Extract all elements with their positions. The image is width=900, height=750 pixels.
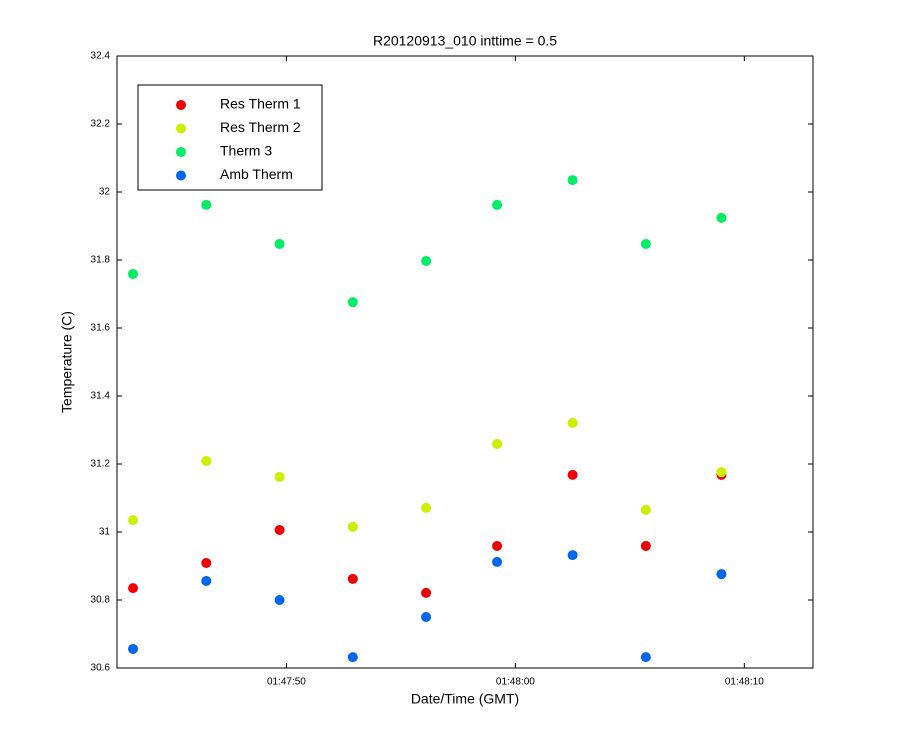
legend-marker	[176, 100, 186, 110]
y-tick-label: 31.2	[91, 459, 111, 470]
data-point	[128, 583, 139, 594]
data-point	[640, 652, 651, 663]
data-point	[128, 268, 139, 279]
y-tick-label: 32.4	[91, 51, 111, 62]
legend-label: Res Therm 2	[220, 119, 301, 135]
y-axis-label: Temperature (C)	[59, 311, 75, 413]
data-point	[347, 297, 358, 308]
y-tick-label: 31.8	[91, 255, 111, 266]
legend-marker	[176, 123, 186, 134]
data-point	[716, 212, 727, 223]
data-point	[274, 471, 285, 482]
data-point	[567, 469, 578, 480]
data-point	[492, 556, 503, 567]
legend-label: Res Therm 1	[220, 96, 301, 112]
data-point	[128, 515, 139, 526]
data-point	[640, 504, 651, 515]
data-point	[347, 573, 358, 584]
data-point	[347, 652, 358, 663]
legend-marker	[176, 147, 186, 157]
data-point	[640, 540, 651, 551]
data-point	[347, 521, 358, 532]
data-point	[201, 575, 212, 586]
data-point	[274, 239, 285, 250]
data-point	[421, 612, 432, 622]
data-point	[640, 239, 651, 250]
data-point	[274, 595, 285, 605]
data-point	[716, 467, 727, 478]
data-point	[492, 540, 503, 551]
legend-box	[137, 84, 323, 191]
y-tick-label: 31.6	[91, 323, 111, 334]
data-point	[567, 550, 578, 561]
data-point	[567, 175, 578, 186]
data-point	[492, 199, 503, 210]
x-axis-label: Date/Time (GMT)	[411, 691, 519, 707]
data-point	[492, 438, 503, 449]
data-point	[716, 569, 727, 580]
data-point	[201, 455, 212, 466]
x-tick-label: 01:48:10	[725, 677, 764, 688]
data-point	[274, 524, 285, 535]
y-tick-label: 30.6	[91, 663, 111, 674]
x-tick-label: 01:48:00	[496, 677, 535, 688]
legend-label: Therm 3	[220, 143, 272, 159]
legend-marker	[176, 170, 186, 181]
y-tick-label: 32.2	[91, 119, 111, 130]
y-tick-label: 32	[99, 187, 111, 198]
data-point	[421, 502, 432, 513]
data-point	[201, 199, 212, 210]
chart-title: R20120913_010 inttime = 0.5	[373, 33, 557, 49]
data-point	[421, 256, 432, 267]
data-point	[421, 587, 432, 598]
data-point	[201, 557, 212, 568]
y-tick-label: 30.8	[91, 595, 111, 606]
x-tick-label: 01:47:50	[267, 677, 306, 688]
legend-label: Amb Therm	[220, 166, 293, 182]
y-tick-label: 31.4	[91, 391, 111, 402]
data-point	[567, 417, 578, 428]
data-point	[128, 643, 139, 654]
y-tick-label: 31	[99, 527, 111, 538]
